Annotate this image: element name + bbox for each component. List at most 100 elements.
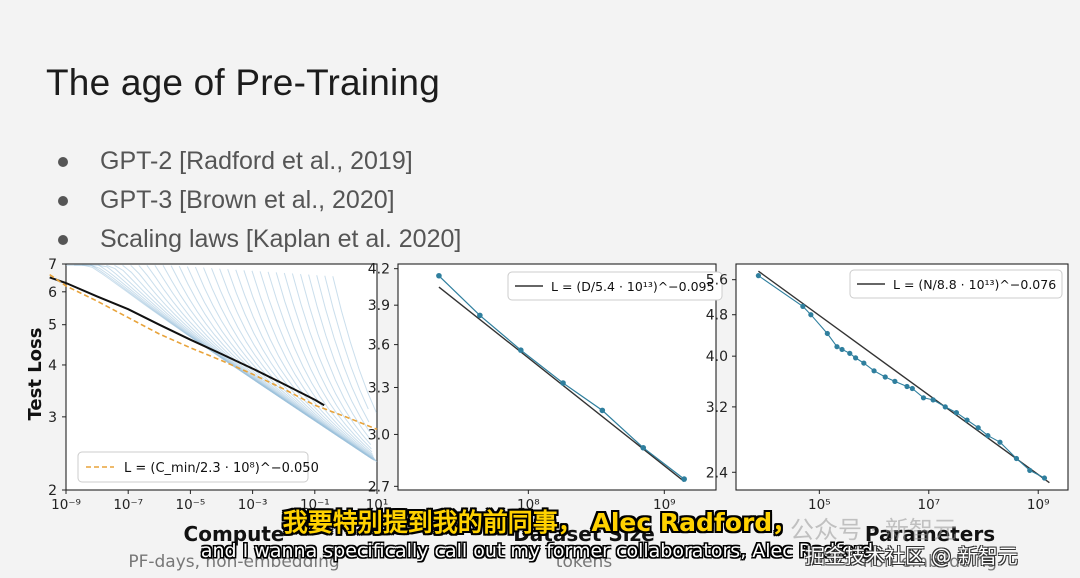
params-point <box>909 385 915 392</box>
panel-params-frame <box>735 263 1069 491</box>
bullet-item: GPT-2 [Radford et al., 2019] <box>58 145 461 184</box>
params-point <box>808 312 814 318</box>
y-tick-label: 4.0 <box>706 349 728 365</box>
dataset-point <box>436 272 442 279</box>
x-axis-sublabel: non-embedding <box>863 552 997 572</box>
legend-box <box>507 271 723 301</box>
x-tick-label: 10⁻⁹ <box>51 497 81 513</box>
x-tick-label: 10⁹ <box>1027 497 1050 513</box>
params-point <box>942 404 948 410</box>
params-point <box>953 410 960 416</box>
learning-curve <box>227 269 377 461</box>
y-tick-label: 2 <box>48 483 57 499</box>
bullet-dot-icon <box>58 235 68 245</box>
params-point <box>1027 467 1033 473</box>
learning-curve <box>251 270 375 458</box>
dataset-point <box>681 476 687 482</box>
learning-curve <box>243 270 375 460</box>
y-tick-label: 4 <box>48 358 57 374</box>
bullet-text: GPT-3 [Brown et al., 2020] <box>100 186 395 214</box>
params-point <box>904 383 910 390</box>
params-point <box>975 425 981 431</box>
community-watermark: 掘金技术社区 @ 新智元 <box>805 544 1018 568</box>
x-tick-label: 10⁷ <box>917 497 940 513</box>
bullet-list: GPT-2 [Radford et al., 2019] GPT-3 [Brow… <box>58 145 461 262</box>
params-point <box>853 355 859 361</box>
y-tick-label: 2.7 <box>368 479 390 495</box>
x-axis-label: Dataset Size <box>513 522 655 546</box>
params-point <box>861 360 867 366</box>
params-point <box>824 330 830 337</box>
bullet-text: Scaling laws [Kaplan et al. 2020] <box>100 225 462 253</box>
account-watermark: 公众号 · 新智元 <box>790 516 957 544</box>
dataset-point <box>640 444 647 451</box>
x-tick-label: 10⁻⁷ <box>113 497 143 513</box>
learning-curve <box>324 275 369 410</box>
params-point <box>834 344 840 350</box>
params-fit-line <box>757 270 1050 484</box>
y-tick-label: 5 <box>48 318 57 334</box>
dataset-point <box>560 380 566 386</box>
y-tick-label: 2.4 <box>706 465 728 481</box>
slide-title: The age of Pre-Training <box>46 62 440 103</box>
bullet-text: GPT-2 [Radford et al., 2019] <box>100 147 413 175</box>
y-axis-label: Test Loss <box>25 328 46 421</box>
params-point <box>847 350 853 356</box>
params-point <box>964 417 970 423</box>
params-point <box>930 397 936 403</box>
learning-curve <box>308 274 370 433</box>
y-tick-label: 6 <box>48 285 57 301</box>
bullet-dot-icon <box>58 157 68 167</box>
learning-curve <box>283 272 372 450</box>
y-tick-label: 3.3 <box>368 380 390 396</box>
dataset-point <box>517 347 524 353</box>
compute-fit-line <box>49 273 378 431</box>
compute-chart: 2 3 4 5 6 7 10⁻⁹ 10⁻⁷ 10⁻⁵ 10⁻³ 10⁻¹ 10¹ Test Loss Co… <box>25 257 388 572</box>
x-tick-label: 10¹ <box>366 497 389 513</box>
legend-label: L = (C_min/2.3 · 10⁸)^−0.050 <box>124 461 319 476</box>
bullet-dot-icon <box>58 196 68 206</box>
params-point <box>800 303 806 309</box>
learning-curve <box>291 273 372 446</box>
y-tick-label: 5.6 <box>706 273 728 289</box>
legend-label: L = (N/8.8 · 10¹³)^−0.076 <box>893 277 1056 292</box>
learning-curve <box>259 271 374 457</box>
params-point <box>839 346 845 353</box>
params-point <box>882 374 888 380</box>
learning-curve <box>275 272 373 453</box>
legend-box <box>77 451 309 483</box>
dataset-point <box>477 312 483 319</box>
x-tick-label: 10⁹ <box>653 497 676 513</box>
dataset-chart: 2.7 3.0 3.3 3.6 3.9 4.2 10⁸ 10⁹ Dataset Size toke… <box>368 262 723 572</box>
legend-box <box>849 269 1063 299</box>
x-tick-label: 10⁻⁵ <box>176 497 206 513</box>
x-axis-label: Parameters <box>865 522 995 546</box>
params-point <box>755 273 762 279</box>
y-tick-label: 7 <box>48 257 57 273</box>
params-point <box>1013 455 1020 462</box>
params-point <box>892 378 898 384</box>
learning-curve <box>300 273 371 440</box>
x-axis-sublabel: PF-days, non-embedding <box>128 552 339 572</box>
learning-curve <box>235 269 376 461</box>
x-tick-label: 10⁵ <box>808 497 831 513</box>
params-point <box>920 395 927 401</box>
learning-curve <box>267 271 373 455</box>
params-point <box>871 368 877 374</box>
bullet-item: GPT-3 [Brown et al., 2020] <box>58 184 461 223</box>
learning-curve <box>332 276 377 413</box>
params-point <box>985 433 991 439</box>
x-axis-label: Compute <box>184 522 285 546</box>
y-tick-label: 3.0 <box>368 427 390 443</box>
panel-dataset-frame <box>397 263 717 491</box>
params-point <box>1041 475 1048 481</box>
learning-curve <box>316 275 370 423</box>
y-tick-label: 3 <box>48 410 57 426</box>
y-tick-label: 4.8 <box>706 308 728 324</box>
params-point <box>997 439 1003 445</box>
bullet-item: Scaling laws [Kaplan et al. 2020] <box>58 223 461 262</box>
y-tick-label: 3.2 <box>706 400 728 416</box>
compute-envelope-line <box>49 276 325 407</box>
y-tick-label: 4.2 <box>368 262 390 278</box>
